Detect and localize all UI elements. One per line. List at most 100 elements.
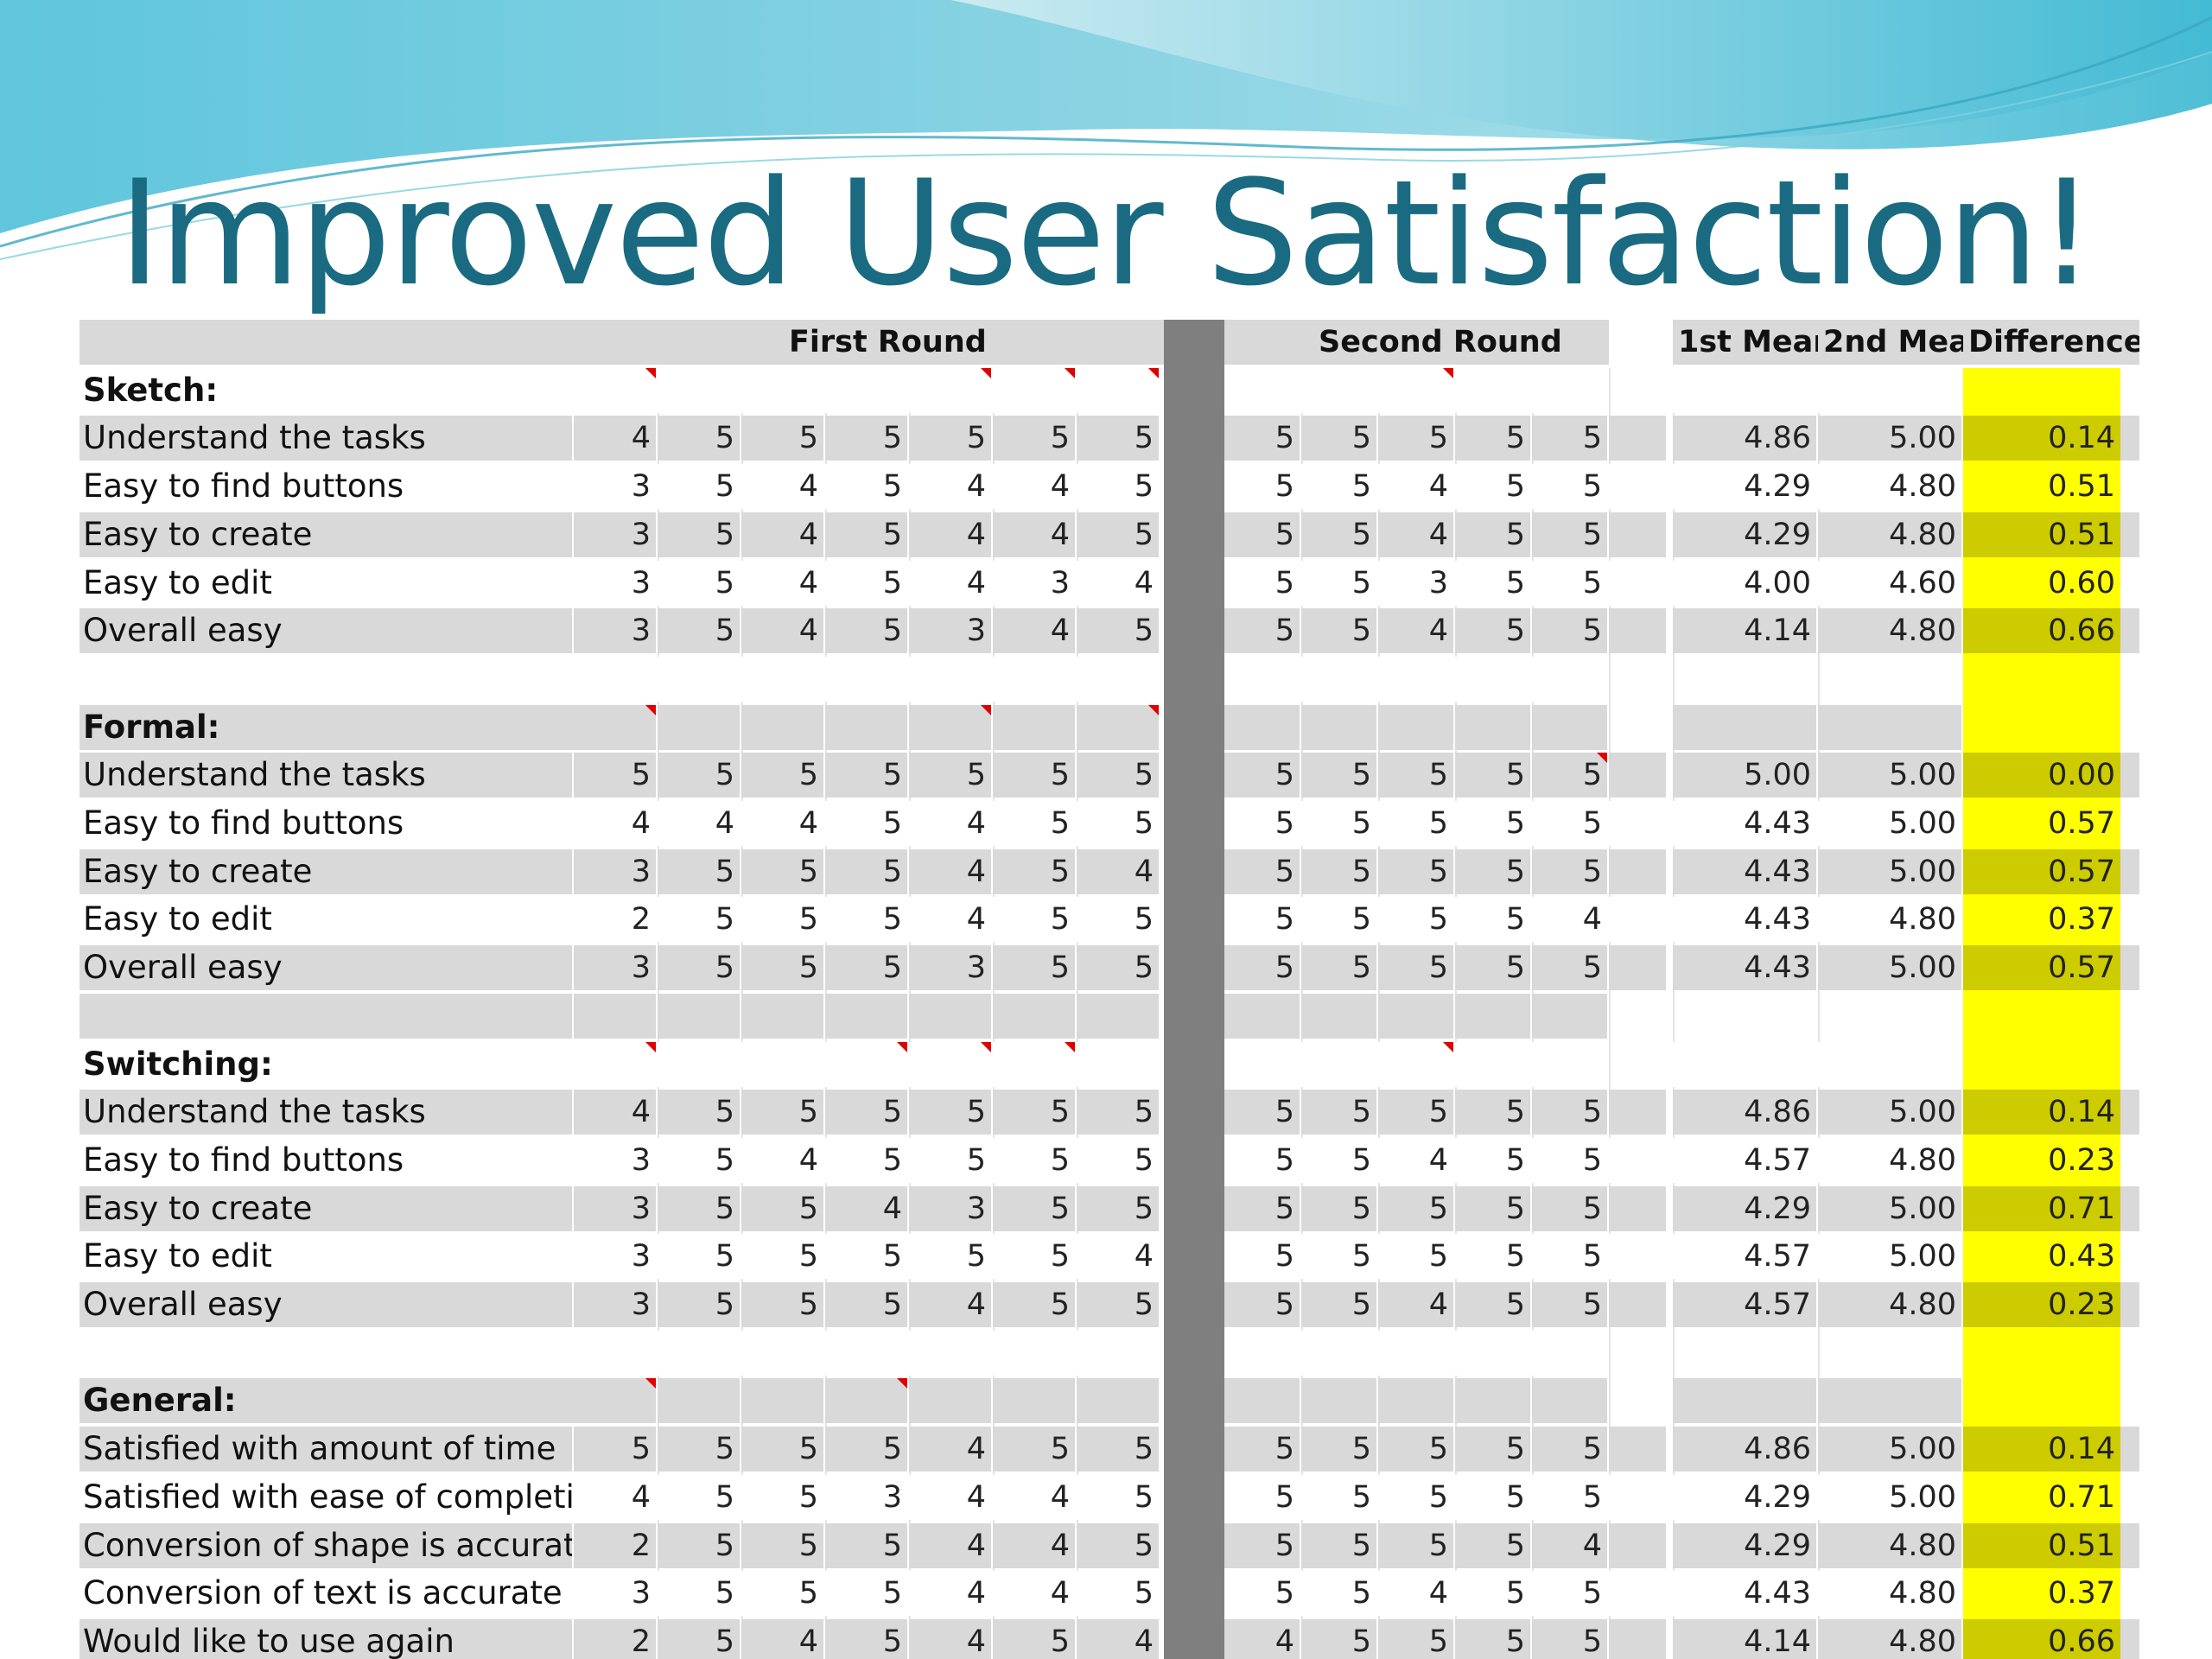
second-round-score[interactable]: 5 [1224, 1522, 1300, 1568]
second-round-score[interactable]: 5 [1378, 753, 1453, 798]
first-round-score[interactable]: 5 [658, 1185, 740, 1231]
first-round-score[interactable]: 5 [574, 753, 656, 798]
first-round-score[interactable]: 5 [1077, 1571, 1159, 1617]
first-round-score[interactable]: 4 [1077, 1618, 1159, 1659]
first-round-score[interactable]: 3 [574, 1185, 656, 1231]
first-round-score[interactable]: 3 [574, 1234, 656, 1280]
second-round-score[interactable]: 5 [1378, 1618, 1453, 1659]
second-round-score[interactable]: 5 [1224, 753, 1300, 798]
comment-indicator-icon[interactable] [645, 704, 656, 715]
first-round-score[interactable]: 4 [741, 801, 823, 846]
first-round-score[interactable]: 5 [741, 753, 823, 798]
first-round-score[interactable]: 5 [658, 1137, 740, 1183]
first-round-score[interactable]: 5 [1077, 1474, 1159, 1520]
first-round-score[interactable]: 4 [909, 1522, 991, 1568]
first-round-score[interactable]: 3 [574, 945, 656, 991]
second-mean-value[interactable]: 5.00 [1818, 849, 1961, 894]
second-mean-value[interactable]: 4.80 [1818, 1522, 1961, 1568]
second-round-score[interactable]: 5 [1224, 560, 1300, 606]
difference-value[interactable]: 0.51 [1963, 512, 2120, 557]
first-round-score[interactable]: 5 [658, 1427, 740, 1472]
second-round-score[interactable]: 4 [1378, 1282, 1453, 1327]
second-round-score[interactable]: 5 [1224, 608, 1300, 654]
first-round-score[interactable]: 4 [909, 1474, 991, 1520]
second-mean-value[interactable]: 5.00 [1818, 1234, 1961, 1280]
second-round-score[interactable]: 5 [1532, 416, 1607, 461]
first-round-score[interactable]: 5 [993, 945, 1075, 991]
first-round-score[interactable]: 5 [993, 1427, 1075, 1472]
first-mean-value[interactable]: 4.57 [1673, 1282, 1816, 1327]
second-round-score[interactable]: 5 [1532, 608, 1607, 654]
first-mean-value[interactable]: 4.14 [1673, 1618, 1816, 1659]
first-round-score[interactable]: 5 [741, 849, 823, 894]
second-round-score[interactable]: 5 [1301, 801, 1376, 846]
first-round-score[interactable]: 5 [825, 849, 907, 894]
first-round-score[interactable]: 5 [741, 1090, 823, 1135]
difference-value[interactable]: 0.23 [1963, 1137, 2120, 1183]
second-round-score[interactable]: 5 [1378, 801, 1453, 846]
first-round-score[interactable]: 5 [741, 1185, 823, 1231]
second-round-score[interactable]: 5 [1301, 1185, 1376, 1231]
first-round-score[interactable]: 5 [1077, 897, 1159, 943]
first-round-score[interactable]: 5 [1077, 753, 1159, 798]
second-round-score[interactable]: 5 [1532, 1137, 1607, 1183]
second-round-score[interactable]: 5 [1455, 512, 1530, 557]
first-round-score[interactable]: 4 [909, 560, 991, 606]
first-mean-value[interactable]: 4.43 [1673, 1571, 1816, 1617]
first-mean-value[interactable]: 4.29 [1673, 1522, 1816, 1568]
second-round-score[interactable]: 4 [1378, 1571, 1453, 1617]
second-round-score[interactable]: 5 [1224, 512, 1300, 557]
first-round-score[interactable]: 5 [825, 1090, 907, 1135]
first-round-score[interactable]: 5 [658, 1618, 740, 1659]
second-mean-value[interactable]: 5.00 [1818, 801, 1961, 846]
second-round-score[interactable]: 5 [1455, 1427, 1530, 1472]
first-round-score[interactable]: 5 [909, 1090, 991, 1135]
second-round-score[interactable]: 5 [1455, 1137, 1530, 1183]
first-round-score[interactable]: 4 [741, 560, 823, 606]
first-round-score[interactable]: 5 [658, 1090, 740, 1135]
first-mean-value[interactable]: 5.00 [1673, 753, 1816, 798]
first-round-score[interactable]: 5 [825, 416, 907, 461]
first-mean-value[interactable]: 4.86 [1673, 1427, 1816, 1472]
second-round-score[interactable]: 5 [1301, 608, 1376, 654]
first-round-score[interactable]: 5 [658, 897, 740, 943]
first-round-score[interactable]: 5 [1077, 464, 1159, 510]
first-round-score[interactable]: 5 [658, 608, 740, 654]
first-round-score[interactable]: 3 [574, 1137, 656, 1183]
first-round-score[interactable]: 5 [1077, 608, 1159, 654]
second-round-score[interactable]: 4 [1378, 1137, 1453, 1183]
first-round-score[interactable]: 5 [741, 1234, 823, 1280]
first-round-score[interactable]: 5 [993, 801, 1075, 846]
second-round-score[interactable]: 5 [1378, 1234, 1453, 1280]
difference-value[interactable]: 0.23 [1963, 1282, 2120, 1327]
first-round-score[interactable]: 4 [909, 512, 991, 557]
first-round-score[interactable]: 2 [574, 1618, 656, 1659]
second-round-score[interactable]: 5 [1455, 1234, 1530, 1280]
comment-indicator-icon[interactable] [897, 1378, 907, 1389]
second-round-score[interactable]: 5 [1532, 464, 1607, 510]
first-round-score[interactable]: 4 [993, 512, 1075, 557]
second-round-score[interactable]: 5 [1455, 1282, 1530, 1327]
second-mean-value[interactable]: 4.80 [1818, 1618, 1961, 1659]
first-round-score[interactable]: 4 [909, 1282, 991, 1327]
difference-value[interactable]: 0.57 [1963, 801, 2120, 846]
second-round-score[interactable]: 5 [1455, 560, 1530, 606]
comment-indicator-icon[interactable] [981, 1041, 991, 1052]
second-round-score[interactable]: 5 [1224, 416, 1300, 461]
second-round-score[interactable]: 5 [1378, 897, 1453, 943]
difference-value[interactable]: 0.14 [1963, 1090, 2120, 1135]
first-round-score[interactable]: 4 [741, 1618, 823, 1659]
second-mean-value[interactable]: 4.80 [1818, 512, 1961, 557]
first-round-score[interactable]: 4 [1077, 1234, 1159, 1280]
second-round-score[interactable]: 5 [1301, 560, 1376, 606]
first-round-score[interactable]: 5 [993, 753, 1075, 798]
first-round-score[interactable]: 3 [574, 464, 656, 510]
first-round-score[interactable]: 4 [825, 1185, 907, 1231]
first-round-score[interactable]: 5 [825, 464, 907, 510]
first-round-score[interactable]: 5 [1077, 1522, 1159, 1568]
first-round-score[interactable]: 4 [993, 1474, 1075, 1520]
second-round-score[interactable]: 4 [1378, 512, 1453, 557]
second-round-score[interactable]: 5 [1532, 1234, 1607, 1280]
first-round-score[interactable]: 5 [825, 608, 907, 654]
first-round-score[interactable]: 5 [1077, 1090, 1159, 1135]
